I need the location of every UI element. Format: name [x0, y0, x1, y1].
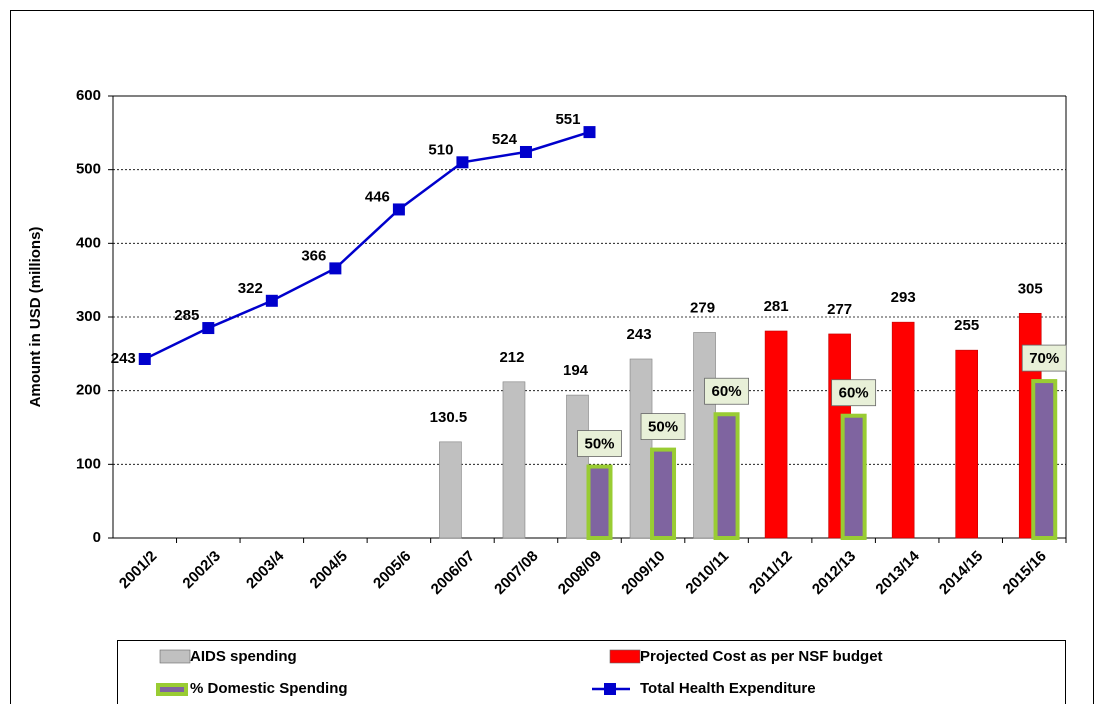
x-tick-label: 2011/12 — [746, 548, 796, 598]
legend-label: % Domestic Spending — [190, 680, 348, 697]
line-marker — [456, 156, 469, 169]
data-label: 524 — [492, 131, 518, 148]
x-tick-label: 2002/3 — [179, 548, 223, 592]
data-label: 279 — [690, 299, 715, 316]
data-label-box — [1021, 344, 1067, 372]
data-label: 322 — [238, 280, 263, 297]
line-marker — [519, 145, 532, 158]
data-label: 255 — [954, 317, 979, 334]
y-tick-label: 200 — [76, 382, 101, 399]
bar — [439, 441, 462, 539]
data-label: 60% — [712, 383, 742, 400]
legend-swatch — [604, 683, 616, 695]
data-label: 50% — [584, 436, 614, 453]
y-tick-label: 600 — [76, 87, 101, 104]
bar — [955, 349, 979, 539]
y-tick-label: 400 — [76, 234, 101, 251]
data-label-box — [577, 430, 622, 457]
y-tick-label: 0 — [93, 529, 101, 546]
line-marker — [329, 262, 342, 275]
data-label: 243 — [627, 326, 652, 343]
legend-swatch — [156, 683, 188, 696]
legend-label: Projected Cost as per NSF budget — [640, 648, 883, 665]
legend-label: AIDS spending — [190, 648, 297, 665]
x-tick-label: 2006/07 — [428, 548, 478, 598]
y-tick-label: 500 — [76, 161, 101, 178]
chart-frame — [10, 10, 1094, 704]
data-label: 243 — [111, 350, 136, 367]
data-label: 510 — [428, 141, 453, 158]
x-tick-label: 2013/14 — [872, 547, 923, 598]
line-marker — [583, 126, 596, 139]
bar — [713, 412, 740, 540]
data-label: 446 — [365, 188, 390, 205]
x-tick-label: 2004/5 — [307, 548, 351, 592]
x-tick-label: 2008/09 — [555, 548, 605, 598]
x-tick-label: 2014/15 — [936, 548, 986, 598]
line-marker — [138, 352, 151, 365]
data-label: 194 — [563, 362, 589, 379]
line-marker — [202, 322, 215, 335]
data-label: 50% — [648, 419, 678, 436]
bar — [1031, 379, 1058, 540]
line-marker — [392, 203, 405, 216]
data-label: 285 — [174, 307, 199, 324]
data-label: 70% — [1029, 350, 1059, 367]
bar — [693, 332, 716, 539]
data-label-box — [640, 413, 686, 441]
bar — [629, 358, 653, 539]
data-label: 551 — [555, 111, 580, 128]
line-marker — [265, 294, 278, 307]
y-tick-label: 300 — [76, 308, 101, 325]
legend-swatch — [609, 649, 641, 664]
x-tick-label: 2007/08 — [491, 548, 541, 598]
x-tick-label: 2010/11 — [682, 548, 732, 598]
bar — [566, 394, 589, 539]
line — [144, 130, 590, 361]
x-tick-label: 2012/13 — [809, 548, 859, 598]
data-label-box — [704, 377, 749, 405]
data-label: 60% — [839, 385, 869, 402]
bar — [586, 464, 613, 540]
legend-swatch — [159, 649, 191, 664]
data-label: 366 — [301, 247, 326, 264]
data-label: 305 — [1018, 280, 1043, 297]
bar — [764, 330, 788, 539]
data-label: 212 — [499, 349, 524, 366]
x-tick-label: 2005/6 — [370, 548, 414, 592]
x-tick-label: 2001/2 — [116, 548, 160, 592]
bar — [891, 321, 915, 539]
y-tick-label: 100 — [76, 455, 101, 472]
legend-box — [117, 640, 1066, 704]
legend-label: Total Health Expenditure — [640, 680, 816, 697]
x-tick-label: 2015/16 — [999, 548, 1049, 598]
bar — [840, 413, 867, 541]
data-label: 277 — [827, 301, 852, 318]
data-label: 281 — [764, 298, 789, 315]
data-label-box — [831, 379, 877, 407]
data-label: 293 — [891, 289, 916, 306]
x-tick-label: 2009/10 — [618, 548, 668, 598]
y-axis-label: Amount in USD (millions) — [27, 227, 44, 408]
bar — [502, 381, 526, 539]
bar — [650, 447, 677, 541]
x-tick-label: 2003/4 — [243, 547, 288, 592]
data-label: 130.5 — [430, 409, 468, 426]
